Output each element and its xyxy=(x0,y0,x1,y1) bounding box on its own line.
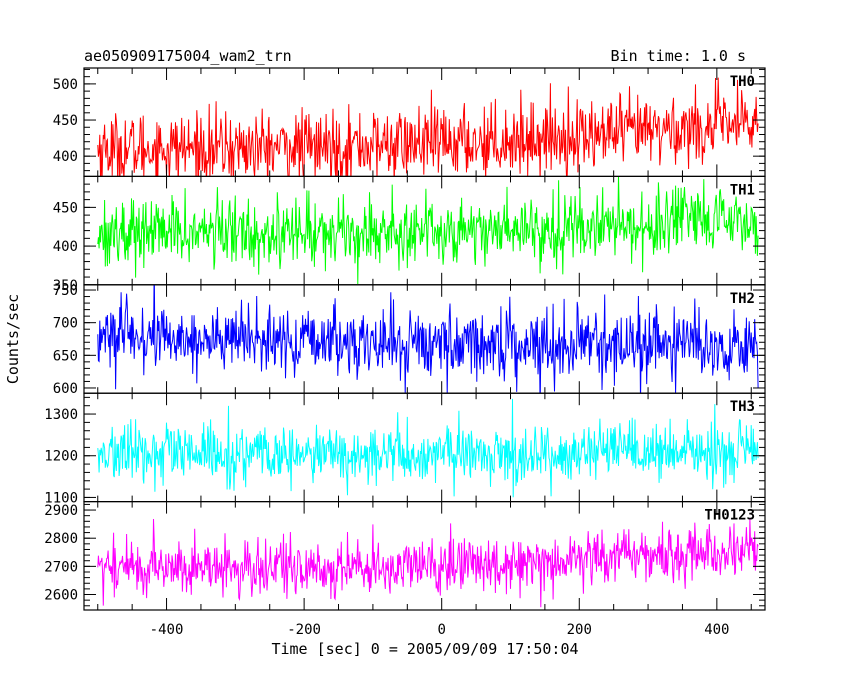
series-line-th0 xyxy=(97,77,759,177)
y-tick-label: 2900 xyxy=(44,503,78,519)
x-tick-label: -200 xyxy=(287,622,321,638)
panel-th2: 600 650 700 750 TH2 xyxy=(53,283,766,397)
y-axis-label: Counts/sec xyxy=(4,294,22,384)
x-axis-label: Time [sec] 0 = 2005/09/09 17:50:04 xyxy=(271,640,578,658)
x-tick-label: 0 xyxy=(437,622,445,638)
y-tick-label: 2600 xyxy=(44,588,78,604)
y-tick-label: 400 xyxy=(53,149,78,165)
panel-label-th3: TH3 xyxy=(730,399,755,415)
x-tick-labels: -400 -200 0 200 400 xyxy=(150,622,730,638)
y-tick-label: 1200 xyxy=(44,449,78,465)
panel-label-th2: TH2 xyxy=(730,291,755,307)
y-tick-label: 450 xyxy=(53,200,78,216)
y-tick-label: 1100 xyxy=(44,490,78,506)
panel-label-th0: TH0 xyxy=(730,74,755,90)
series-line-th0123 xyxy=(97,518,759,608)
panel-th1: 350 400 450 TH1 xyxy=(53,175,766,294)
panel-th3: 1100 1200 1300 TH3 xyxy=(44,392,766,506)
panel-label-th0123: TH0123 xyxy=(704,508,755,524)
y-tick-label: 650 xyxy=(53,348,78,364)
y-tick-label: 350 xyxy=(53,278,78,294)
y-tick-label: 1300 xyxy=(44,407,78,423)
y-tick-label: 400 xyxy=(53,239,78,255)
series-line-th3 xyxy=(97,398,759,498)
x-tick-label: 400 xyxy=(704,622,729,638)
y-tick-label: 500 xyxy=(53,77,78,93)
panel-frame xyxy=(83,501,766,611)
panel-label-th1: TH1 xyxy=(730,182,755,198)
series-line-th1 xyxy=(97,176,759,285)
x-tick-label: 200 xyxy=(567,622,592,638)
series-line-th2 xyxy=(97,284,759,394)
y-tick-label: 450 xyxy=(53,113,78,129)
header-left-title: ae050909175004_wam2_trn xyxy=(84,47,292,65)
y-tick-label: 750 xyxy=(53,283,78,299)
y-tick-label: 2800 xyxy=(44,531,78,547)
y-tick-label: 2700 xyxy=(44,559,78,575)
y-tick-label: 600 xyxy=(53,381,78,397)
x-tick-label: -400 xyxy=(150,622,184,638)
panel-stack: 400 450 500 TH0 350 400 450 TH1 600 650 700 750 TH2 1… xyxy=(44,67,766,611)
header-bin-time: Bin time: 1.0 s xyxy=(611,47,746,65)
panel-th0123: 2600 2700 2800 2900 TH0123 xyxy=(44,501,766,611)
y-tick-label: 700 xyxy=(53,316,78,332)
